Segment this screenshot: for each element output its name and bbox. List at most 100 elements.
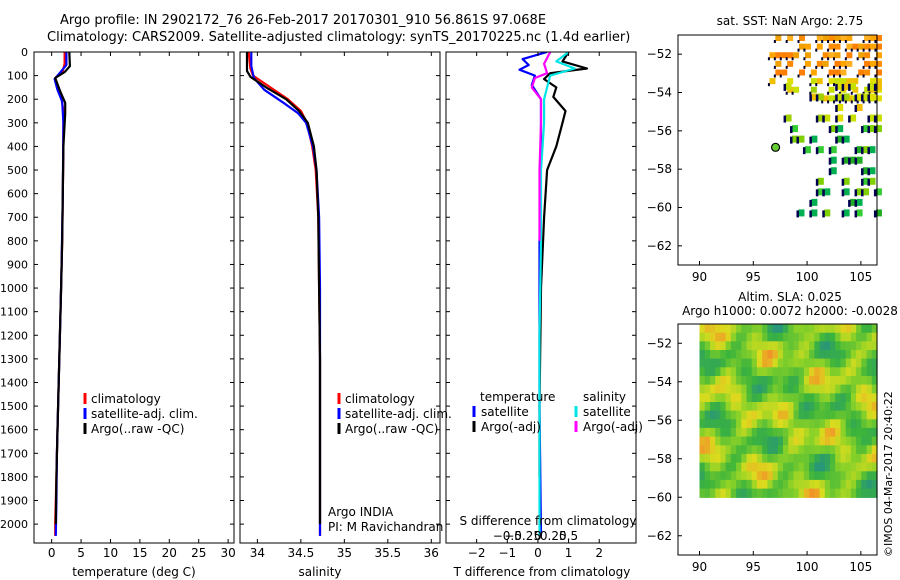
sst-cell-edge — [815, 65, 818, 69]
sla-cell — [809, 462, 815, 472]
difference-s-tick-label: 0.25 — [540, 529, 567, 543]
sla-cell — [741, 410, 748, 420]
sst-cell — [775, 35, 782, 41]
sla-cell — [809, 393, 815, 403]
sst-cell-edge — [867, 168, 870, 176]
sst-cell-edge — [822, 115, 825, 123]
sla-cell — [736, 445, 742, 455]
sla-cell — [819, 488, 826, 498]
sst-cell — [843, 135, 850, 143]
sla-cell — [736, 367, 742, 377]
sla-cell — [866, 462, 873, 472]
sla-cell — [741, 367, 748, 377]
sst-cell — [870, 60, 877, 67]
sla-cell — [777, 488, 784, 498]
sst-cell — [840, 35, 847, 41]
sla-cell — [704, 393, 711, 403]
sst-cell-edge — [815, 147, 819, 155]
sla-cell — [850, 393, 857, 403]
sst-cell-edge — [868, 65, 871, 69]
sst-cell-edge — [862, 65, 865, 69]
sla-cell — [725, 445, 732, 455]
sla-cell — [850, 436, 857, 446]
sla-cell — [793, 419, 800, 429]
sla-cell — [783, 453, 789, 464]
sla-cell — [835, 462, 841, 472]
sla-cell — [840, 324, 847, 334]
sla-cell — [746, 341, 753, 351]
sla-cell — [710, 479, 716, 490]
sla-cell — [772, 410, 779, 420]
sst-cell-edge — [848, 83, 851, 91]
sla-cell — [751, 488, 758, 498]
temperature-xtick-label: 25 — [191, 546, 206, 560]
sla-cell — [803, 324, 810, 334]
sla-cell — [756, 332, 763, 342]
sst-cell — [864, 69, 871, 76]
sla-cell — [783, 419, 789, 429]
sla-cell — [715, 436, 721, 446]
sla-cell — [746, 462, 753, 472]
sla-cell — [856, 471, 862, 481]
sla-cell — [803, 332, 810, 342]
sla-cell — [850, 445, 857, 455]
sla-cell — [746, 445, 753, 455]
sla-cell — [746, 436, 753, 446]
sla-cell — [756, 471, 763, 481]
sla-cell — [725, 324, 732, 334]
sst-cell — [846, 35, 853, 41]
sst-cell-edge — [844, 48, 847, 52]
sla-cell — [772, 341, 779, 351]
sla-cell — [699, 419, 706, 429]
sla-cell — [756, 419, 763, 429]
sla-cell — [783, 358, 789, 368]
sla-cell — [720, 410, 727, 420]
sla-cell — [699, 384, 706, 394]
sla-cell — [814, 332, 821, 342]
sla-cell — [730, 367, 737, 377]
sla-cell — [777, 350, 784, 360]
sla-cell — [730, 410, 737, 420]
sla-cell — [777, 332, 784, 342]
salinity-series-1 — [250, 52, 322, 536]
depth-tick-label: 400 — [7, 140, 28, 153]
difference-legend-title: salinity — [583, 390, 626, 404]
sla-cell — [730, 479, 737, 490]
sla-cell — [777, 471, 784, 481]
sst-cell — [804, 60, 811, 67]
sla-cell — [814, 488, 821, 498]
sla-cell — [824, 419, 831, 429]
sla-cell — [783, 393, 789, 403]
sst-cell-edge — [779, 57, 782, 61]
sla-cell — [856, 410, 862, 420]
sla-cell — [751, 410, 758, 420]
sla-cell — [861, 453, 868, 464]
sst-cell — [816, 35, 823, 41]
sst-cell — [843, 188, 850, 196]
sla-cell — [715, 427, 721, 438]
sla-cell — [725, 427, 732, 438]
sla-cell — [803, 402, 810, 412]
sla-cell — [871, 488, 878, 498]
sla-cell — [730, 462, 737, 472]
sla-cell — [777, 462, 784, 472]
sst-cell-edge — [835, 115, 838, 123]
sst-cell — [775, 60, 782, 67]
sla_map-ytick-label: −58 — [647, 452, 672, 466]
sla-cell — [715, 402, 721, 412]
sst-cell-edge — [841, 157, 845, 165]
sla-cell — [793, 445, 800, 455]
sla-cell — [751, 367, 758, 377]
depth-tick-label: 1900 — [0, 495, 28, 508]
sla-cell — [741, 479, 748, 490]
sla-cell — [751, 324, 758, 334]
sla-cell — [730, 393, 737, 403]
sla-cell — [866, 332, 873, 342]
sst-cell — [843, 177, 850, 185]
sst-cell-edge — [850, 91, 853, 95]
sla-cell — [871, 358, 878, 368]
sst-cell-edge — [835, 126, 838, 134]
sst-cell-edge — [809, 136, 812, 144]
sla-cell — [762, 488, 768, 498]
sla-cell — [793, 324, 800, 334]
